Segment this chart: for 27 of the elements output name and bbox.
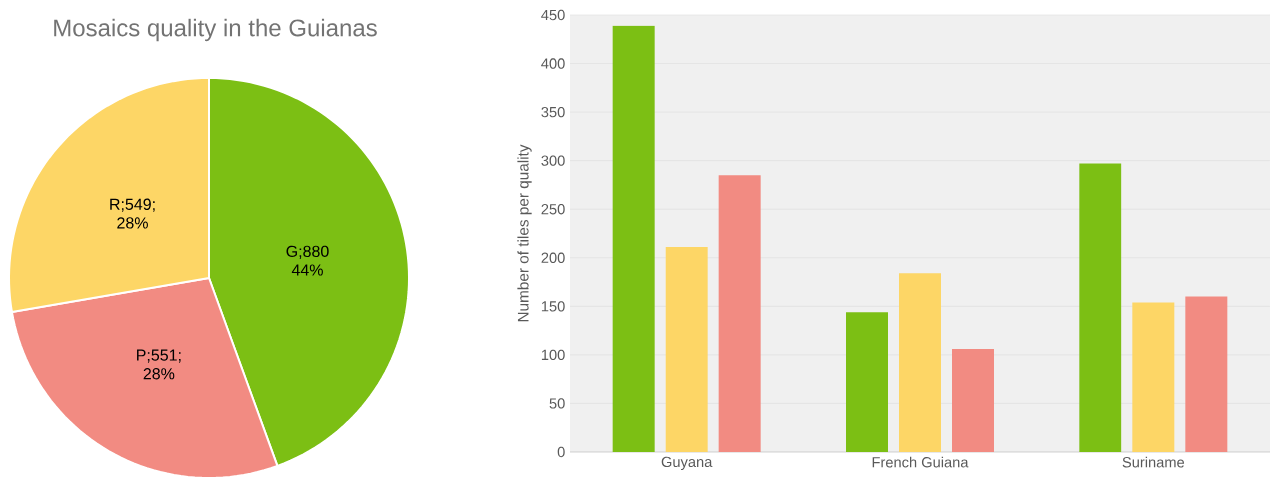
y-tick-label: 450	[541, 9, 565, 21]
data-label: R;549; 28%	[110, 198, 155, 229]
y-tick-label: 250	[541, 204, 565, 215]
chart-title: Mosaics quality in the Guianas	[54, 18, 377, 42]
y-tick-label: 400	[541, 58, 565, 69]
y-tick-label: 100	[541, 349, 565, 361]
y-tick-label: 50	[549, 398, 565, 409]
y-tick-label: 150	[541, 301, 565, 312]
bar	[1079, 163, 1122, 452]
y-tick-label: 350	[541, 106, 565, 118]
data-label: P;551; 28%	[137, 349, 181, 380]
bar	[952, 349, 994, 452]
x-tick-label: Suriname	[1122, 456, 1185, 468]
x-tick-label: Guyana	[661, 456, 713, 470]
x-tick-label: French Guiana	[872, 456, 969, 468]
bar	[1185, 296, 1228, 452]
y-tick-label: 0	[557, 446, 565, 458]
bar	[718, 175, 761, 452]
bar	[899, 273, 941, 452]
bar	[665, 247, 708, 452]
y-tick-label: 300	[541, 155, 565, 166]
y-tick-label: 200	[541, 252, 565, 263]
bar	[846, 312, 888, 452]
bar	[612, 25, 655, 452]
bar	[1132, 302, 1175, 452]
data-label: G;880 44%	[286, 245, 329, 276]
y-axis-title: Number of tiles per quality	[517, 144, 532, 322]
